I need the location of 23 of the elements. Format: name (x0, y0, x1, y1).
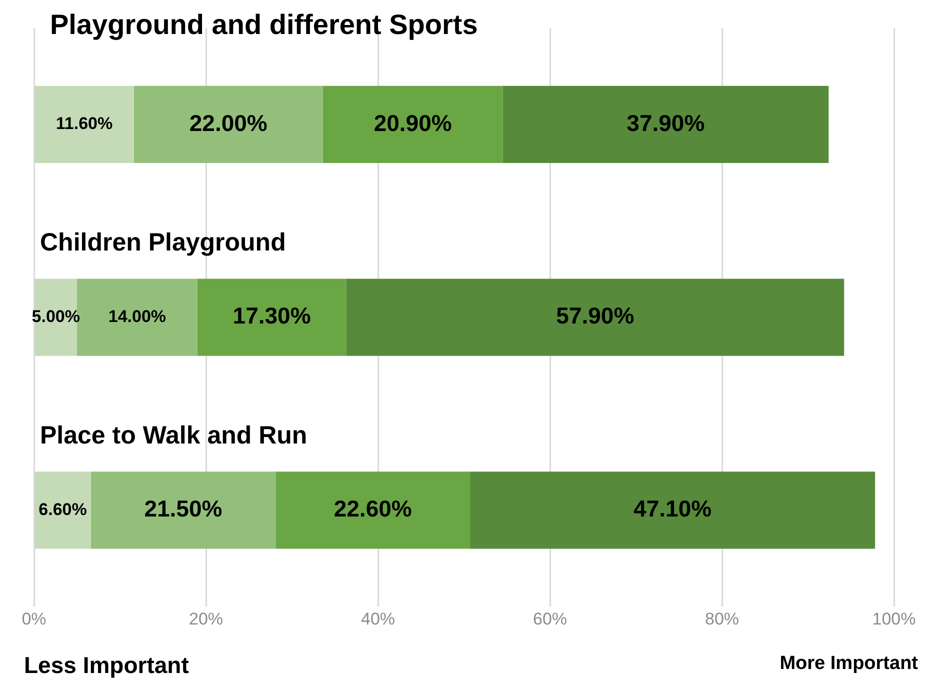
x-tick-label: 100% (872, 609, 916, 628)
y-tick-label: Children Playground (40, 228, 286, 257)
data-label: 11.60% (56, 114, 113, 134)
text: Less Important (24, 652, 190, 678)
x-tick-label: 40% (360, 609, 396, 628)
data-label: 22.60% (334, 496, 412, 522)
data-label: 17.30% (232, 302, 311, 329)
x-tick-label: 80% (704, 609, 740, 628)
x-tick-label: 20% (188, 609, 224, 628)
data-label: 20.90% (374, 110, 452, 136)
data-label: 57.90% (556, 302, 634, 329)
y-tick-label: Playground and different Sports (50, 8, 478, 40)
data-label: 22.00% (189, 110, 268, 136)
data-label: 6.60% (38, 500, 87, 519)
data-label: 14.00% (108, 306, 166, 326)
data-label: 21.50% (144, 496, 222, 522)
y-tick-label: Place to Walk and Run (40, 422, 308, 450)
data-label: 5.00% (32, 306, 80, 326)
data-label: 47.10% (634, 496, 712, 522)
x-tick-label: 0% (22, 609, 46, 628)
text: More Important (780, 653, 919, 674)
x-tick-label: 60% (532, 609, 568, 628)
data-label: 37.90% (626, 110, 705, 136)
